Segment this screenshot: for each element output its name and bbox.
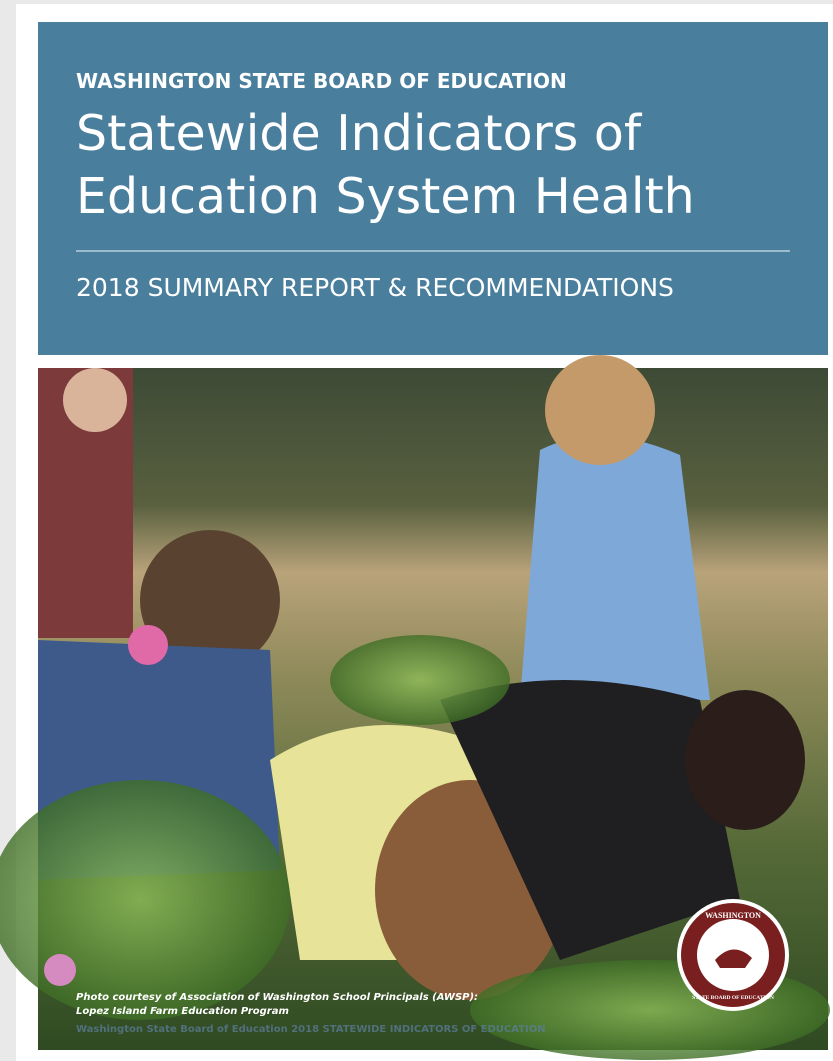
seal-bottom: STATE BOARD OF EDUCATION: [692, 995, 774, 1001]
footer-text: Washington State Board of Education 2018…: [76, 1024, 546, 1035]
child-shape: [685, 690, 805, 830]
photo-credit: Lopez Island Farm Education Program: [76, 1006, 289, 1017]
child-shape: [545, 355, 655, 465]
page: WASHINGTON STATE BOARD OF EDUCATION Stat…: [0, 0, 833, 1061]
seal-top: WASHINGTON: [705, 911, 761, 920]
photo-credit: Photo courtesy of Association of Washing…: [76, 992, 478, 1003]
child-shape: [520, 436, 710, 700]
title-line: Education System Health: [76, 168, 695, 225]
cover: WASHINGTON STATE BOARD OF EDUCATION Stat…: [0, 0, 833, 1061]
subtitle: 2018 SUMMARY REPORT & RECOMMENDATIONS: [76, 273, 674, 302]
foliage: [0, 780, 290, 1020]
title-line: Statewide Indicators of: [76, 105, 643, 162]
flower: [128, 625, 168, 665]
organization: WASHINGTON STATE BOARD OF EDUCATION: [76, 69, 567, 93]
flower: [44, 954, 76, 986]
child-shape: [63, 368, 127, 432]
seal: WASHINGTON STATE BOARD OF EDUCATION: [677, 899, 789, 1011]
foliage: [330, 635, 510, 725]
